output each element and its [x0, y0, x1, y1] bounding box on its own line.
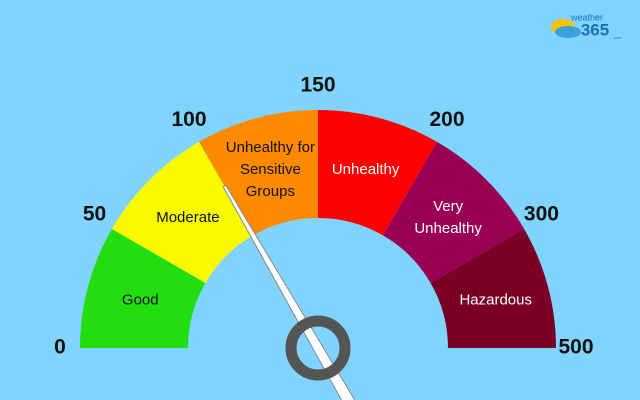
tick-label: 150	[300, 74, 335, 97]
band-label: Sensitive	[240, 161, 301, 178]
band-label: Unhealthy	[414, 220, 482, 237]
tick-label: 200	[429, 108, 464, 131]
gauge-band	[430, 229, 556, 348]
logo-name: weather	[570, 12, 603, 22]
band-label: Groups	[246, 183, 295, 200]
band-label: Moderate	[156, 209, 219, 226]
needle-hub	[285, 315, 351, 381]
logo-number: 365	[581, 20, 609, 39]
logo-cloud	[555, 26, 581, 38]
needle	[222, 184, 356, 400]
gauge-band	[318, 110, 437, 236]
tick-label: 100	[171, 108, 206, 131]
tick-label: 500	[558, 336, 593, 359]
band-label: Unhealthy	[332, 161, 400, 178]
logo: weather 365 .com	[551, 12, 622, 40]
gauge-band	[111, 141, 253, 283]
gauge-band	[199, 110, 318, 236]
gauge-band	[383, 141, 525, 283]
logo-suffix: .com	[613, 35, 622, 40]
tick-label: 50	[83, 203, 106, 226]
tick-label: 0	[54, 336, 66, 359]
band-label: Good	[122, 291, 159, 308]
band-label: Unhealthy for	[226, 139, 315, 156]
gauge-band	[80, 229, 206, 348]
band-label: Very	[433, 198, 464, 215]
tick-label: 300	[524, 203, 559, 226]
band-label: Hazardous	[459, 291, 532, 308]
